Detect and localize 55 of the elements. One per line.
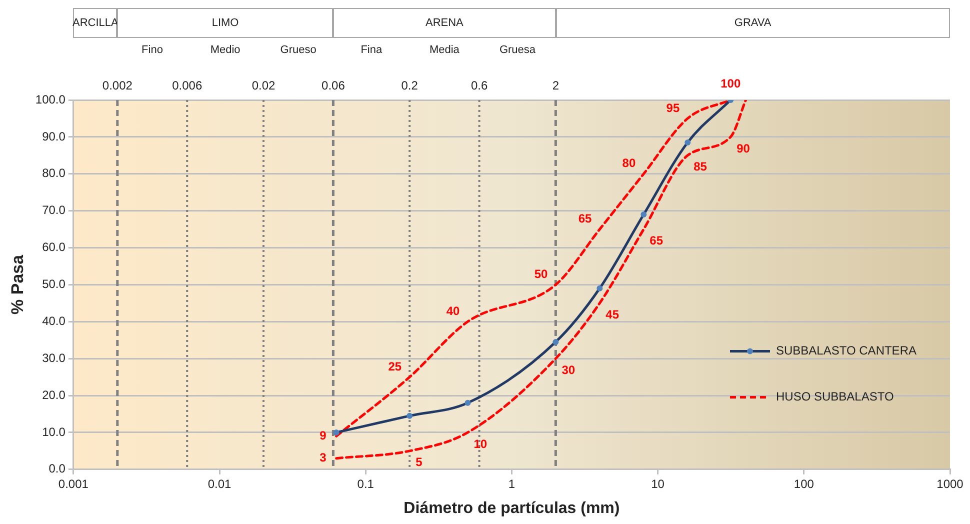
- data-label: 9: [320, 428, 327, 442]
- y-tick-label: 70.0: [42, 203, 66, 218]
- legend-label: HUSO SUBBALASTO: [776, 390, 894, 404]
- y-tick-label: 0.0: [48, 462, 66, 476]
- data-label: 30: [562, 362, 576, 377]
- x-axis-title: Diámetro de partículas (mm): [404, 500, 620, 517]
- data-label: 25: [388, 359, 402, 374]
- text: Grueso: [280, 44, 316, 56]
- y-tick-label: 80.0: [42, 166, 66, 180]
- data-label: 90: [736, 141, 750, 156]
- x-tick-label: 0.1: [357, 476, 374, 491]
- text: Fino: [142, 44, 163, 56]
- x-tick-label: 0.01: [208, 476, 232, 491]
- data-label: 85: [694, 160, 708, 174]
- ref-line-label: 0.2: [401, 78, 418, 92]
- x-tick-label: 100: [794, 476, 814, 491]
- data-label: 100: [720, 76, 741, 90]
- y-tick-label: 60.0: [42, 240, 66, 254]
- ref-line-label: 0.6: [470, 78, 488, 92]
- x-tick-label: 1: [508, 476, 516, 491]
- ref-line-label: 0.002: [102, 78, 133, 92]
- text: GRAVA: [556, 8, 950, 38]
- data-label: 65: [650, 234, 664, 248]
- data-label: 3: [320, 450, 327, 465]
- x-tick-label: 0.001: [58, 476, 89, 491]
- data-label: 45: [606, 307, 620, 322]
- text: LIMO: [117, 8, 334, 38]
- data-label: 5: [416, 455, 423, 470]
- legend-label: SUBBALASTO CANTERA: [776, 344, 916, 358]
- data-label: 50: [534, 267, 548, 282]
- x-tick-label: 1000: [936, 476, 964, 491]
- y-tick-label: 90.0: [42, 129, 66, 144]
- data-label: 40: [446, 304, 460, 318]
- data-label: 65: [578, 212, 592, 226]
- y-axis-title: % Pasa: [8, 254, 27, 314]
- ref-line-label: 2: [552, 78, 560, 92]
- text: ARCILLA: [72, 8, 118, 38]
- text: Gruesa: [499, 44, 536, 56]
- ref-line-label: 0.06: [322, 78, 346, 92]
- y-tick-label: 10.0: [42, 424, 66, 439]
- text: Fina: [360, 44, 382, 56]
- data-label: 80: [622, 156, 636, 170]
- y-tick-label: 40.0: [42, 314, 66, 328]
- ref-line-label: 0.006: [172, 78, 202, 92]
- data-label: 95: [666, 100, 680, 115]
- y-tick-label: 30.0: [42, 350, 66, 365]
- x-tick-label: 10: [651, 476, 665, 491]
- text: Media: [429, 44, 460, 56]
- y-tick-label: 50.0: [42, 277, 66, 292]
- data-label: 10: [474, 436, 488, 451]
- y-tick-label: 20.0: [42, 388, 66, 402]
- text: ARENA: [333, 8, 556, 38]
- ref-line-label: 0.02: [252, 78, 276, 92]
- y-tick-label: 100.0: [35, 92, 66, 106]
- text: Medio: [210, 44, 240, 56]
